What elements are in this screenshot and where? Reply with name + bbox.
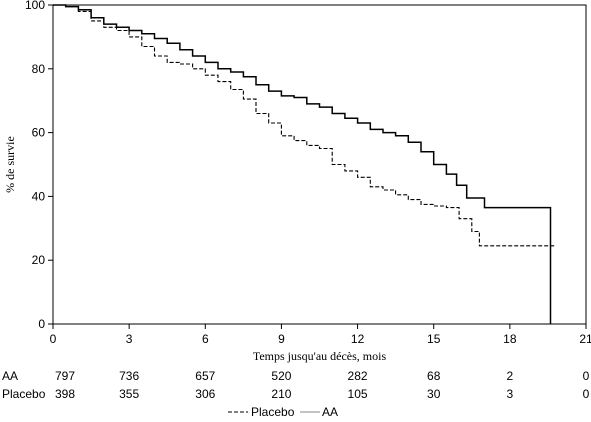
at-risk-value: 797 [55,369,75,383]
x-tick-label: 6 [202,332,209,346]
at-risk-value: 355 [119,387,139,401]
at-risk-value: 105 [348,387,368,401]
y-tick-label: 20 [32,253,46,267]
x-tick-label: 18 [503,332,517,346]
at-risk-value: 736 [119,369,139,383]
legend-label-placebo: Placebo [251,405,295,419]
at-risk-value: 282 [348,369,368,383]
legend-label-aa: AA [322,405,338,419]
at-risk-row-label: AA [2,369,18,383]
at-risk-value: 30 [427,387,441,401]
y-tick-label: 40 [32,189,46,203]
series-line-placebo [53,4,556,247]
at-risk-value: 657 [195,369,215,383]
x-tick-label: 9 [278,332,285,346]
x-tick-label: 3 [126,332,133,346]
y-axis-title: % de survie [3,136,17,193]
at-risk-value: 398 [55,387,75,401]
at-risk-value: 306 [195,387,215,401]
y-tick-label: 80 [32,62,46,76]
at-risk-value: 520 [271,369,291,383]
y-tick-label: 100 [25,0,45,12]
at-risk-value: 2 [507,369,514,383]
at-risk-value: 3 [507,387,514,401]
at-risk-value: 0 [583,387,590,401]
x-tick-label: 12 [351,332,365,346]
y-tick-label: 0 [38,317,45,331]
at-risk-value: 0 [583,369,590,383]
plot-frame [52,4,587,325]
x-axis-title: Temps jusqu'au décès, mois [253,349,387,363]
series-line-aa [53,4,552,324]
at-risk-row-label: Placebo [2,387,46,401]
x-tick-label: 15 [427,332,441,346]
x-tick-label: 0 [50,332,57,346]
at-risk-value: 68 [427,369,441,383]
at-risk-value: 210 [271,387,291,401]
x-tick-label: 21 [579,332,591,346]
y-tick-label: 60 [32,126,46,140]
